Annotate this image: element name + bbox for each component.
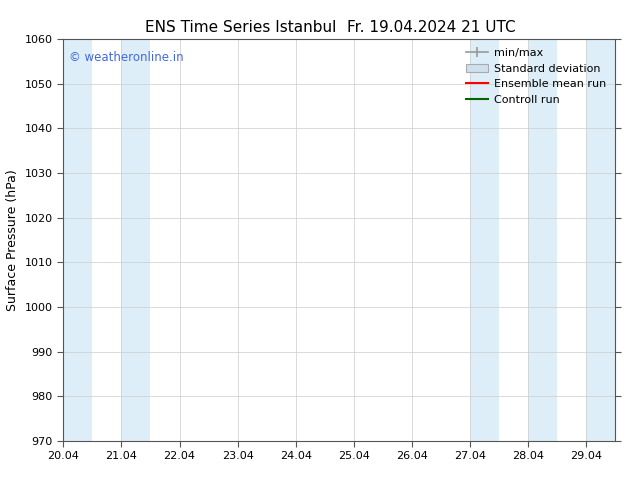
Text: ENS Time Series Istanbul: ENS Time Series Istanbul (145, 20, 337, 35)
Text: Fr. 19.04.2024 21 UTC: Fr. 19.04.2024 21 UTC (347, 20, 515, 35)
Legend: min/max, Standard deviation, Ensemble mean run, Controll run: min/max, Standard deviation, Ensemble me… (463, 45, 609, 108)
Bar (528, 39, 557, 441)
Bar (586, 39, 615, 441)
Y-axis label: Surface Pressure (hPa): Surface Pressure (hPa) (6, 169, 19, 311)
Bar (470, 39, 499, 441)
Text: © weatheronline.in: © weatheronline.in (69, 51, 183, 64)
Bar (122, 39, 150, 441)
Bar (63, 39, 93, 441)
